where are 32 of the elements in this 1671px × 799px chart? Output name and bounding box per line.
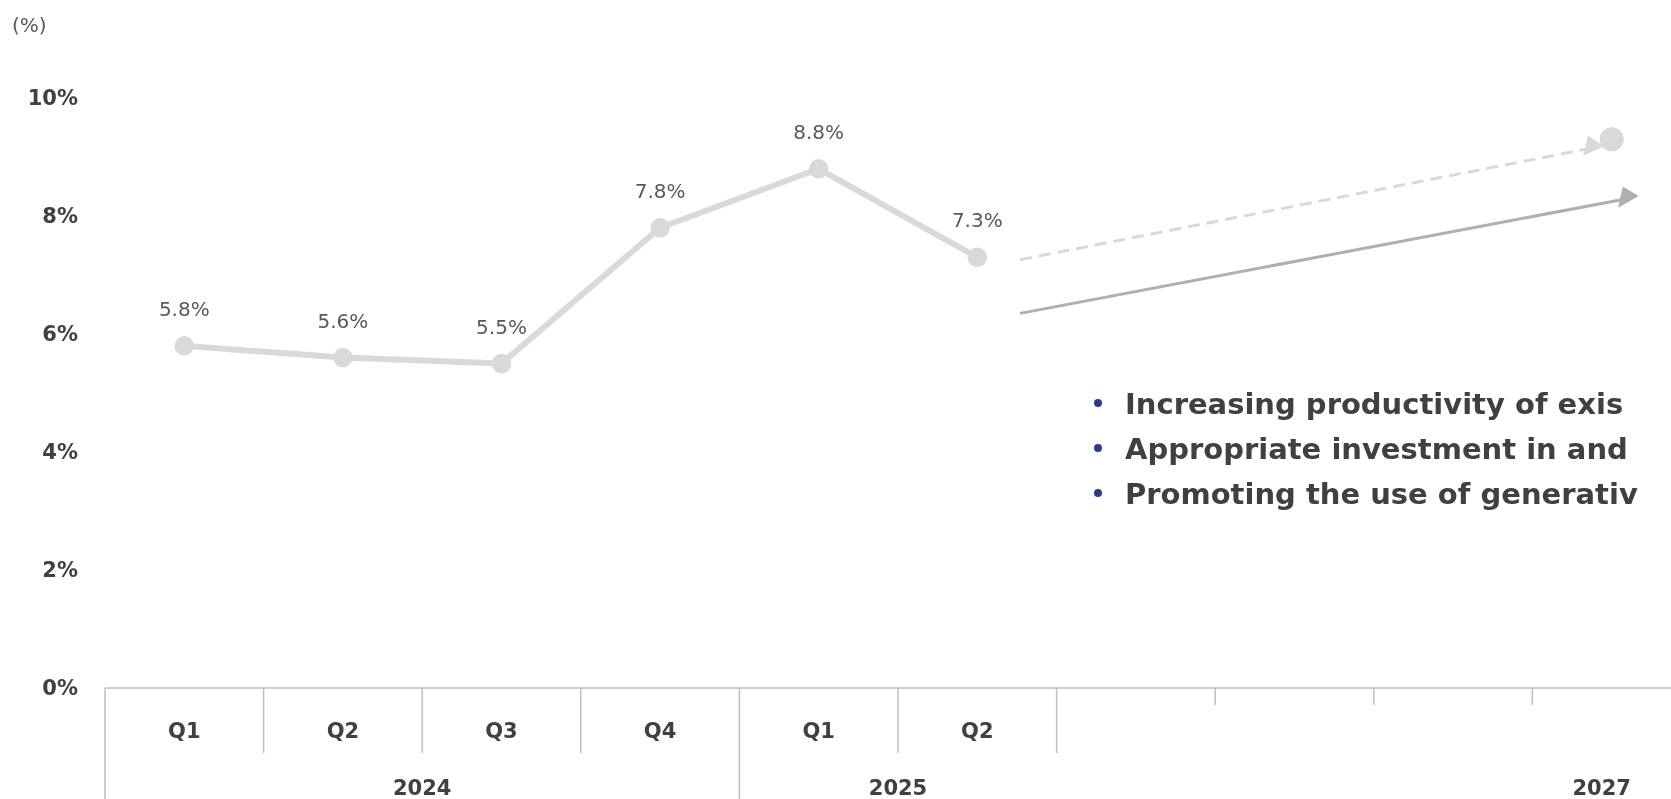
point xyxy=(967,247,988,268)
point xyxy=(333,347,353,368)
x-tick-label: Q1 xyxy=(168,719,201,743)
text: 2027 xyxy=(1572,776,1631,799)
data-label: 5.8% xyxy=(158,296,210,321)
annotation: Appropriate investment in and xyxy=(1125,432,1628,466)
data-label: 7.8% xyxy=(634,178,686,203)
point xyxy=(174,336,195,356)
point xyxy=(1599,127,1624,152)
data-label: 5.5% xyxy=(476,314,527,339)
text: 2024 xyxy=(392,776,452,799)
x-tick-label: Q1 xyxy=(802,719,835,743)
x-tick-label: Q2 xyxy=(961,719,994,743)
y-tick-label: 8% xyxy=(42,204,78,228)
point xyxy=(491,353,512,374)
data-label: 7.3% xyxy=(951,208,1003,233)
y-axis-title: (%) xyxy=(12,13,47,37)
x-tick-label: Q3 xyxy=(485,719,518,743)
data-label: 8.8% xyxy=(793,119,845,144)
annotation: Promoting the use of generativ xyxy=(1125,477,1638,511)
x-tick-label: Q4 xyxy=(643,719,677,743)
y-tick-label: 0% xyxy=(42,676,78,700)
y-tick-label: 10% xyxy=(27,86,78,110)
y-tick-label: 4% xyxy=(42,440,78,464)
text: 2025 xyxy=(868,776,928,799)
x-tick-label: Q2 xyxy=(326,719,360,743)
data-label: 5.6% xyxy=(317,308,369,333)
y-tick-label: 6% xyxy=(42,322,78,346)
point xyxy=(808,159,829,179)
annotation: Increasing productivity of exis xyxy=(1125,387,1624,421)
point xyxy=(650,218,670,238)
y-tick-label: 2% xyxy=(42,558,78,582)
